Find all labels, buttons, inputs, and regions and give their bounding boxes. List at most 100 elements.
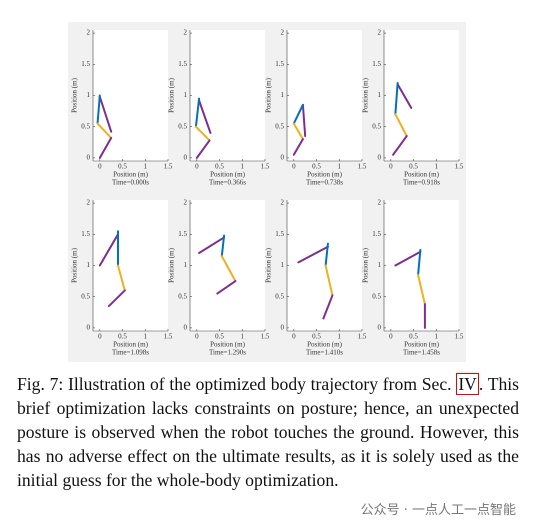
y-tick-label: 1 [378,91,382,99]
y-tick-label: 1.5 [81,230,90,238]
x-tick-label: 0.5 [409,333,418,341]
y-tick-label: 2 [184,29,188,37]
x-tick-label: 0 [292,333,296,341]
body-link [194,97,201,128]
y-tick-label: 1.5 [372,60,381,68]
body-link [98,233,119,267]
y-tick-label: 0.5 [178,122,187,130]
y-tick-label: 0.5 [81,122,90,130]
body-link [322,294,334,320]
body-link [297,245,329,264]
body-link [98,136,113,159]
y-axis-label: Position (m) [71,77,79,112]
body-link [292,122,304,141]
y-tick-label: 0.5 [372,292,381,300]
plot-area [93,200,168,331]
y-tick-label: 1 [281,261,285,269]
body-link [394,82,399,116]
x-tick-label: 0.5 [118,333,127,341]
body-link [394,113,408,138]
plot-area [287,30,362,161]
body-link [96,122,113,139]
y-tick-label: 0.5 [275,292,284,300]
body-link [195,139,211,159]
y-tick-label: 2 [87,29,91,37]
x-tick-label: 0 [292,163,296,171]
x-tick-label: 1.5 [455,163,464,171]
section-ref[interactable]: IV [456,373,479,395]
y-tick-label: 1.5 [178,230,187,238]
body-link [301,103,307,138]
plot-area [190,30,265,161]
y-tick-label: 0 [184,323,188,331]
body-link [198,99,212,134]
y-tick-label: 1 [87,91,91,99]
plot-area [384,30,459,161]
time-label: Time=1.410s [306,349,343,357]
caption-text: . This brief optimization lacks constrai… [17,374,519,490]
body-link [324,242,329,267]
x-axis-label: Position (m) [113,171,148,179]
x-axis-label: Position (m) [404,171,439,179]
x-tick-label: 1.5 [261,163,270,171]
time-label: Time=1.098s [112,349,149,357]
body-link [392,135,408,156]
x-tick-label: 1 [144,163,148,171]
x-tick-label: 0.5 [118,163,127,171]
x-tick-label: 1.5 [164,163,173,171]
y-axis-label: Position (m) [168,77,176,112]
y-tick-label: 1.5 [178,60,187,68]
x-tick-label: 0.5 [312,333,321,341]
x-tick-label: 0 [98,163,102,171]
y-tick-label: 0 [281,153,285,161]
x-tick-label: 1.5 [455,333,464,341]
y-tick-label: 1 [184,91,188,99]
x-tick-label: 1 [338,163,342,171]
y-tick-label: 0 [87,323,91,331]
y-tick-label: 1 [281,91,285,99]
x-axis-label: Position (m) [307,171,342,179]
x-tick-label: 1.5 [358,333,367,341]
x-axis-label: Position (m) [210,171,245,179]
y-tick-label: 0 [184,153,188,161]
body-link [107,289,126,308]
y-tick-label: 0 [87,153,91,161]
y-tick-label: 2 [378,29,382,37]
body-link [96,94,101,125]
time-label: Time=0.366s [209,179,246,187]
x-axis-label: Position (m) [307,341,342,349]
y-tick-label: 0.5 [275,122,284,130]
x-tick-label: 0 [195,163,199,171]
y-tick-label: 1.5 [275,230,284,238]
y-tick-label: 2 [87,199,91,207]
time-label: Time=1.458s [403,349,440,357]
body-link [194,125,211,142]
time-label: Time=0.000s [112,179,149,187]
y-axis-label: Position (m) [362,77,370,112]
body-link [117,264,126,292]
y-axis-label: Position (m) [71,247,79,282]
time-label: Time=1.290s [209,349,246,357]
x-tick-label: 0.5 [215,333,224,341]
y-tick-label: 0 [378,153,382,161]
y-tick-label: 1 [378,261,382,269]
body-link [220,234,226,258]
y-tick-label: 2 [281,29,285,37]
time-label: Time=0.738s [306,179,343,187]
y-tick-label: 0.5 [81,292,90,300]
body-link [292,103,304,125]
x-tick-label: 0.5 [215,163,224,171]
y-axis-label: Position (m) [168,247,176,282]
y-axis-label: Position (m) [265,77,273,112]
x-tick-label: 1 [241,333,245,341]
y-tick-label: 0 [378,323,382,331]
watermark: 公众号 · 一点人工一点智能 [357,498,519,519]
x-tick-label: 0.5 [409,163,418,171]
caption: Fig. 7: Illustration of the optimized bo… [17,372,519,492]
x-tick-label: 0 [389,163,393,171]
plot-area [93,30,168,161]
y-tick-label: 0 [281,323,285,331]
body-link [417,248,422,276]
body-link [198,236,226,255]
